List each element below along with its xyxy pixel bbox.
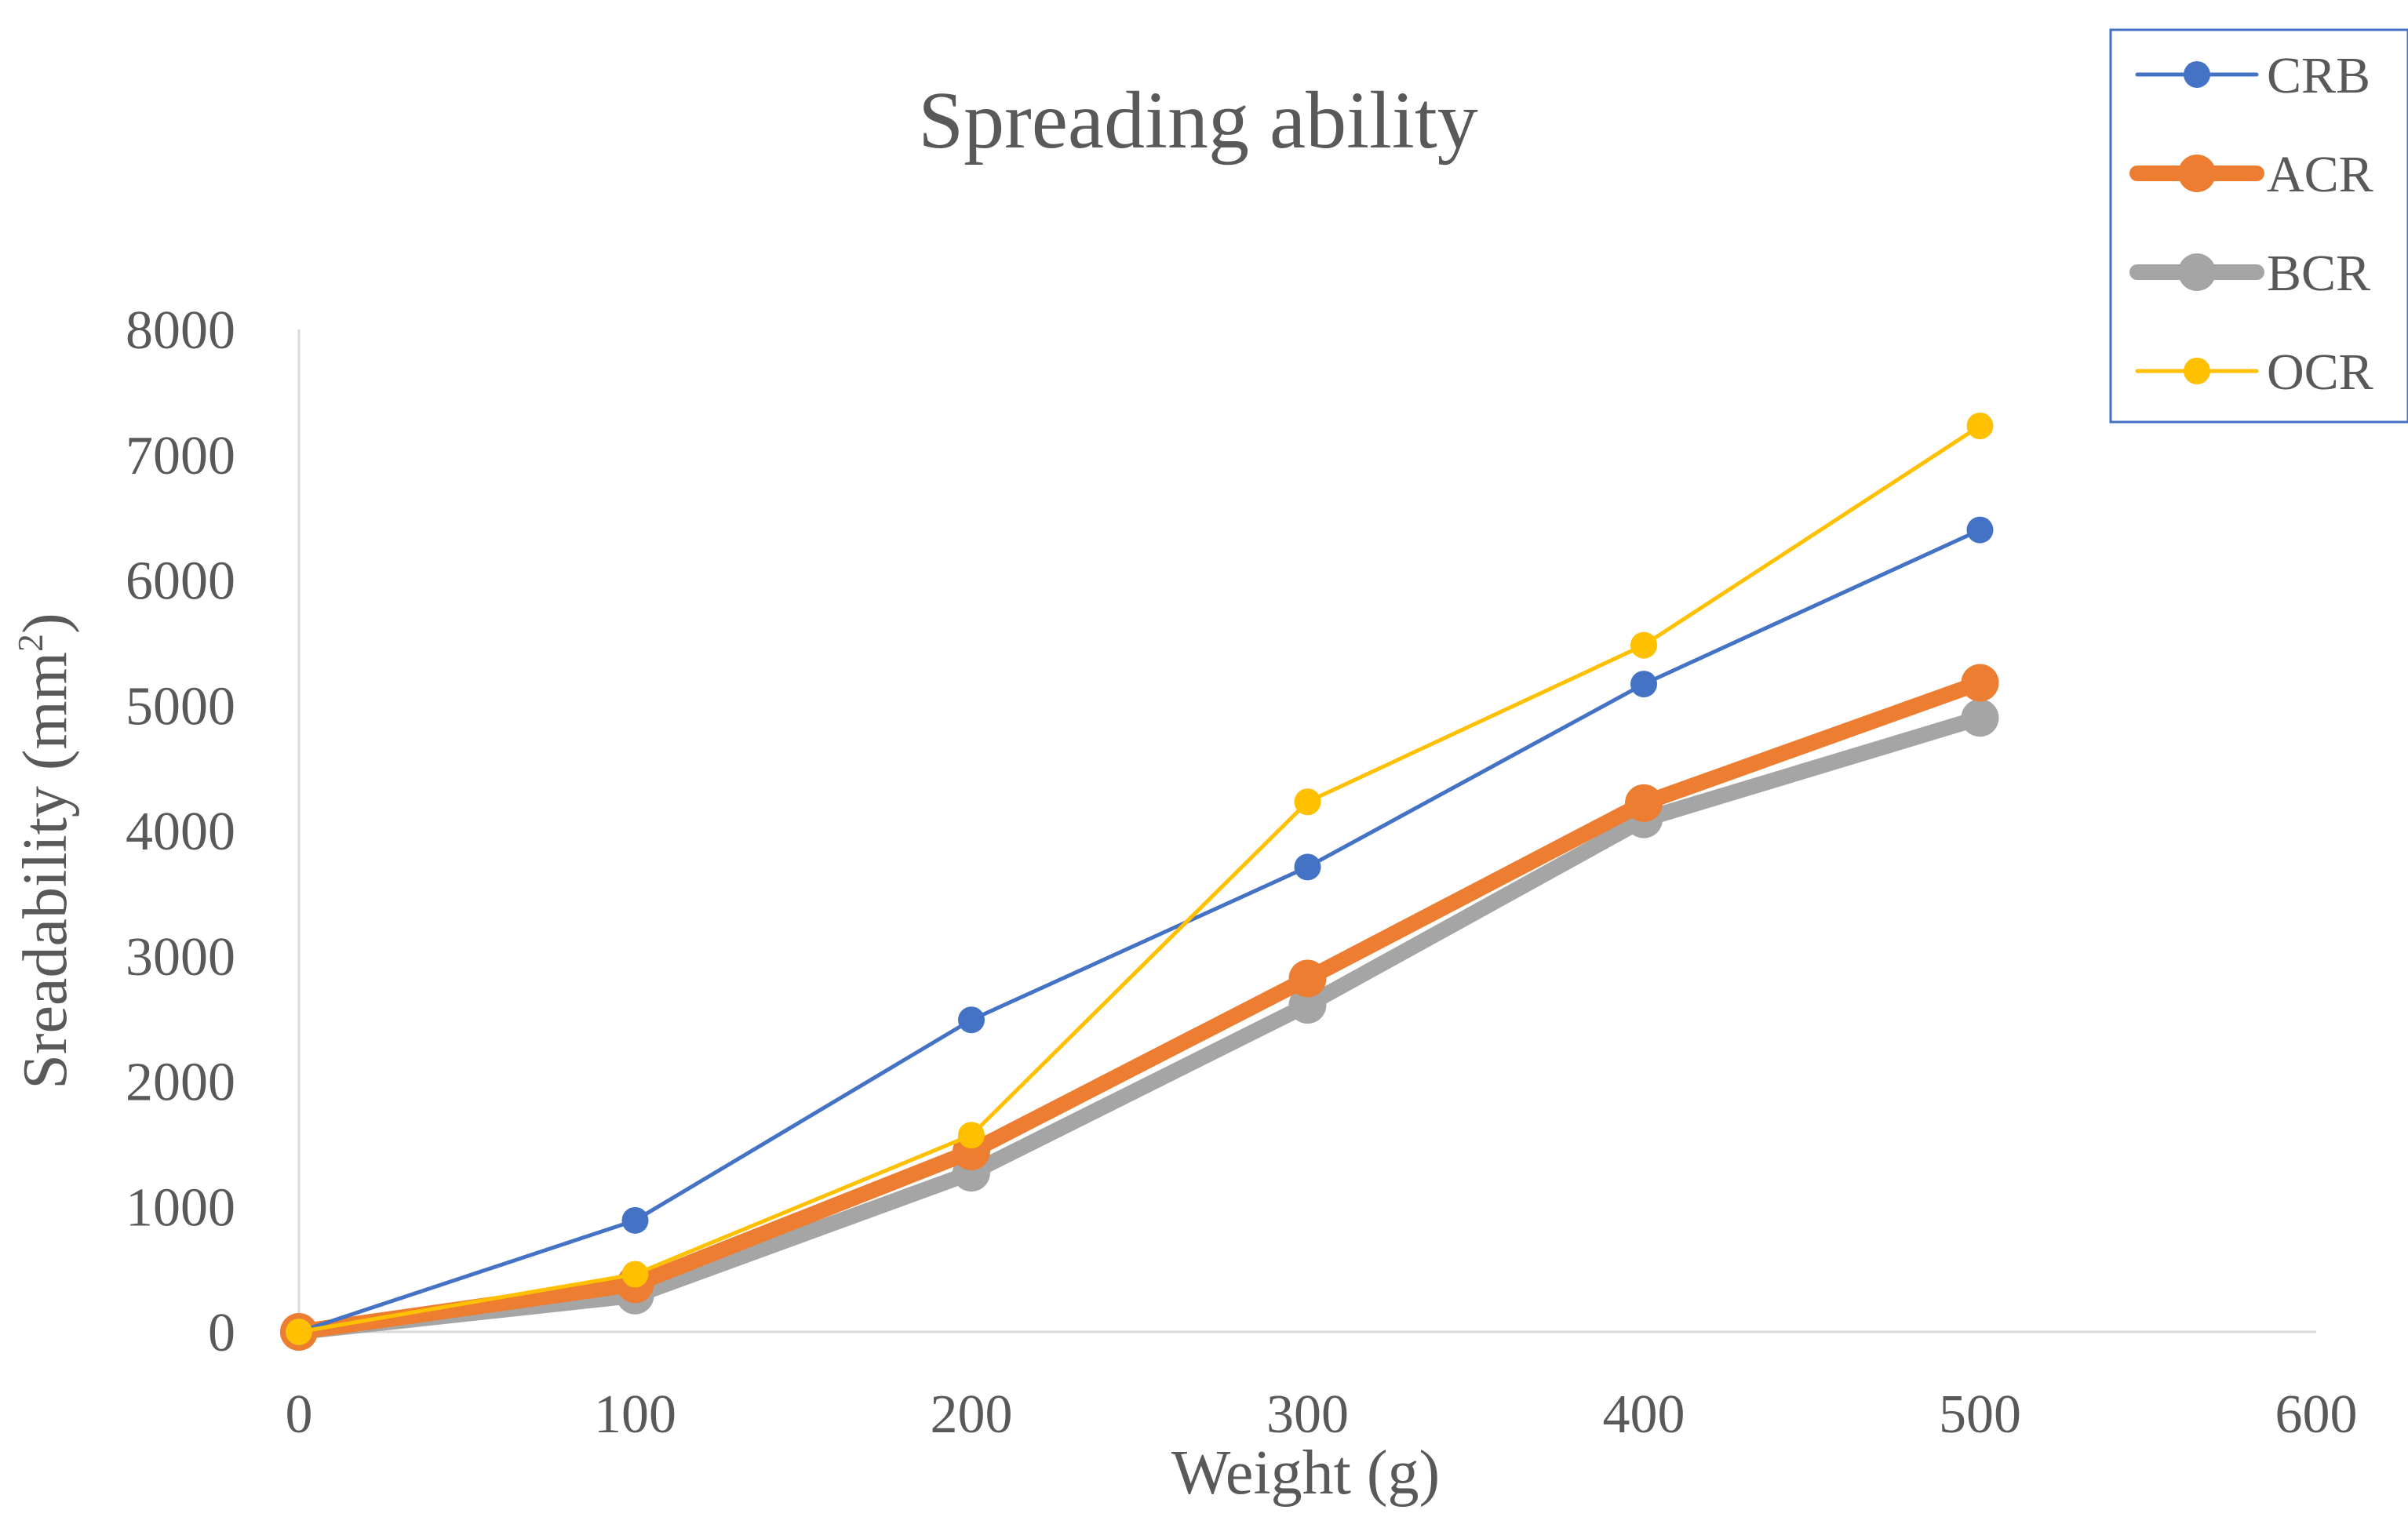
legend-item-acr: ACR bbox=[2129, 146, 2373, 203]
point-crb bbox=[958, 1006, 985, 1034]
point-crb bbox=[1966, 516, 1994, 544]
point-ocr bbox=[958, 1122, 985, 1149]
y-axis-title: Sreadability (mm2) bbox=[10, 613, 80, 1089]
legend: CRB ACR BCR OCR bbox=[2109, 28, 2408, 424]
legend-label: BCR bbox=[2267, 245, 2370, 302]
series-line-crb bbox=[297, 528, 1982, 1334]
legend-marker bbox=[2184, 358, 2210, 384]
point-bcr bbox=[1288, 986, 1327, 1024]
legend-label: OCR bbox=[2267, 344, 2373, 401]
y-tick-label: 6000 bbox=[126, 551, 235, 612]
legend-marker bbox=[2184, 61, 2210, 88]
x-tick-labels: 0 100 200 300 400 500 600 bbox=[286, 1384, 2358, 1445]
y-tick-label: 7000 bbox=[126, 426, 235, 486]
legend-item-bcr: BCR bbox=[2129, 245, 2370, 302]
y-tick-label: 3000 bbox=[126, 927, 235, 988]
legend-item-crb: CRB bbox=[2135, 47, 2370, 104]
y-axis-title-superscript: 2 bbox=[10, 634, 50, 652]
point-acr bbox=[1288, 959, 1327, 998]
series-layer bbox=[280, 413, 1999, 1351]
point-ocr bbox=[1966, 413, 1994, 440]
legend-label: ACR bbox=[2267, 146, 2373, 203]
point-bcr bbox=[1961, 699, 1999, 737]
y-tick-label: 0 bbox=[208, 1303, 235, 1363]
series-line-bcr bbox=[291, 710, 1988, 1340]
x-tick-label: 100 bbox=[594, 1384, 676, 1445]
series-line-acr bbox=[291, 675, 1988, 1340]
x-tick-label: 0 bbox=[286, 1384, 313, 1445]
x-tick-label: 400 bbox=[1603, 1384, 1685, 1445]
legend-label: CRB bbox=[2267, 47, 2370, 104]
series-ocr bbox=[286, 413, 1994, 1345]
point-crb bbox=[1294, 853, 1321, 881]
point-acr bbox=[1961, 664, 1999, 702]
series-acr bbox=[280, 664, 1999, 1351]
series-crb bbox=[286, 516, 1994, 1345]
y-tick-label: 1000 bbox=[126, 1177, 235, 1238]
y-tick-label: 5000 bbox=[126, 676, 235, 737]
axes bbox=[297, 329, 2316, 1333]
y-tick-label: 2000 bbox=[126, 1053, 235, 1113]
x-axis-title: Weight (g) bbox=[1171, 1439, 1440, 1508]
x-tick-label: 300 bbox=[1266, 1384, 1349, 1445]
y-tick-label: 8000 bbox=[126, 300, 235, 361]
point-ocr bbox=[286, 1319, 312, 1345]
series-line-ocr bbox=[297, 424, 1982, 1334]
y-tick-label: 4000 bbox=[126, 802, 235, 862]
legend-marker bbox=[2178, 155, 2216, 192]
x-tick-label: 200 bbox=[931, 1384, 1013, 1445]
point-acr bbox=[1625, 784, 1663, 822]
point-ocr bbox=[1630, 631, 1657, 659]
x-tick-label: 600 bbox=[2275, 1384, 2358, 1445]
y-axis-title-suffix: ) bbox=[11, 613, 80, 634]
legend-box bbox=[2109, 28, 2408, 424]
point-ocr bbox=[621, 1261, 649, 1288]
point-crb bbox=[1630, 671, 1657, 698]
chart-title: Spreading ability bbox=[918, 75, 1477, 166]
legend-item-ocr: OCR bbox=[2135, 344, 2373, 401]
y-axis-title-main: Sreadability (mm bbox=[11, 652, 80, 1090]
legend-marker bbox=[2178, 253, 2216, 291]
point-ocr bbox=[1294, 788, 1321, 816]
x-tick-label: 500 bbox=[1939, 1384, 2021, 1445]
y-tick-labels: 0 1000 2000 3000 4000 5000 6000 7000 8000 bbox=[126, 300, 235, 1363]
point-crb bbox=[621, 1206, 649, 1234]
